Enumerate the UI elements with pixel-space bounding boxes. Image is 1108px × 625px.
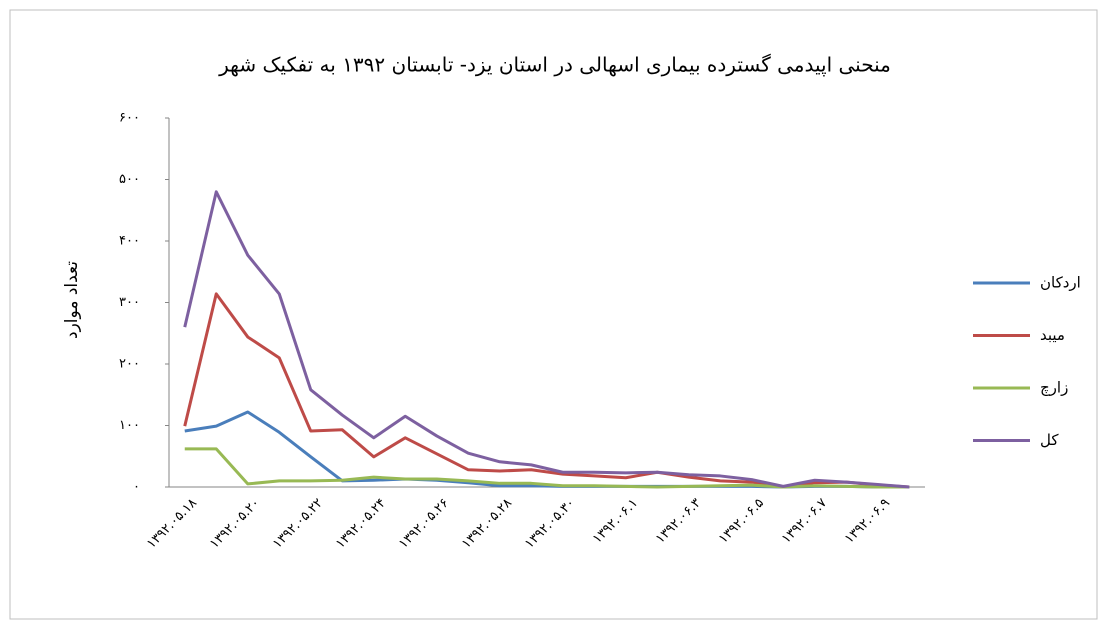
y-tick-label: ۶۰۰ [119, 111, 140, 126]
y-axis-label: تعداد موارد [62, 261, 82, 339]
legend-label: زارچ [1040, 379, 1068, 398]
legend-label: کل [1040, 431, 1059, 449]
y-tick-label: ۲۰۰ [119, 357, 140, 372]
y-tick-label: ۳۰۰ [119, 295, 140, 310]
chart-title: منحنی اپیدمی گسترده بیماری اسهالی در است… [218, 53, 891, 78]
chart-frame [9, 9, 1098, 620]
y-tick-label: ۰ [133, 480, 140, 495]
y-tick-label: ۱۰۰ [119, 418, 140, 433]
legend-label: اردکان [1040, 274, 1081, 292]
y-tick-label: ۴۰۰ [119, 234, 140, 249]
y-tick-label: ۵۰۰ [119, 172, 140, 187]
legend-label: میبد [1040, 326, 1065, 344]
series-line [183, 190, 910, 489]
